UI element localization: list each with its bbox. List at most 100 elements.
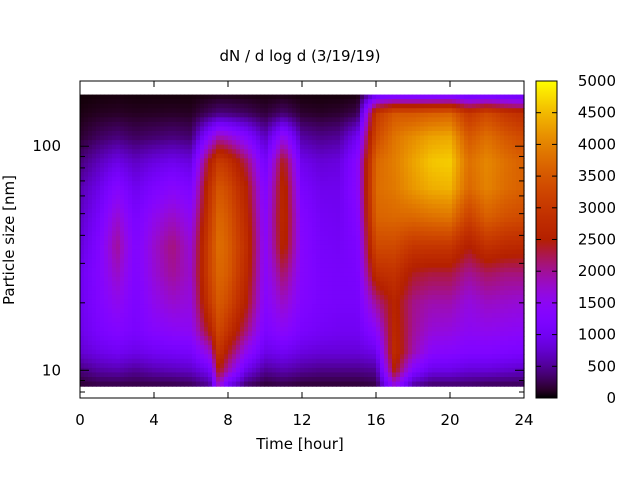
heatmap-cell bbox=[336, 235, 341, 241]
heatmap-cell bbox=[292, 290, 297, 296]
heatmap-cell bbox=[336, 153, 341, 159]
heatmap-cell bbox=[208, 340, 213, 346]
heatmap-cell bbox=[212, 294, 217, 301]
heatmap-cell bbox=[288, 244, 293, 251]
heatmap-cell bbox=[344, 121, 349, 128]
heatmap-cell bbox=[300, 240, 305, 246]
heatmap-cell bbox=[156, 290, 161, 296]
heatmap-cell bbox=[204, 235, 209, 241]
heatmap-cell bbox=[332, 335, 337, 342]
heatmap-cell bbox=[372, 281, 377, 287]
heatmap-cell bbox=[304, 272, 309, 278]
heatmap-cell bbox=[188, 112, 193, 118]
heatmap-cell bbox=[152, 172, 157, 178]
heatmap-cell bbox=[296, 254, 301, 260]
heatmap-cell bbox=[240, 304, 245, 310]
heatmap-cell bbox=[96, 121, 101, 128]
heatmap-cell bbox=[276, 172, 281, 178]
heatmap-cell bbox=[296, 349, 301, 355]
heatmap-cell bbox=[240, 313, 245, 319]
heatmap-cell bbox=[144, 308, 149, 314]
heatmap-cell bbox=[112, 217, 117, 223]
heatmap-cell bbox=[80, 117, 85, 123]
heatmap-cell bbox=[276, 267, 281, 273]
heatmap-cell bbox=[248, 235, 253, 241]
heatmap-cell bbox=[208, 94, 213, 100]
heatmap-cell bbox=[128, 172, 133, 178]
heatmap-cell bbox=[172, 299, 177, 305]
heatmap-cell bbox=[368, 308, 373, 314]
heatmap-cell bbox=[144, 235, 149, 241]
heatmap-cell bbox=[184, 94, 189, 100]
heatmap-cell bbox=[84, 294, 89, 301]
heatmap-cell bbox=[156, 112, 161, 118]
heatmap-cell bbox=[80, 263, 85, 269]
heatmap-cell bbox=[188, 340, 193, 346]
heatmap-cell bbox=[388, 244, 393, 251]
heatmap-cell bbox=[132, 335, 137, 342]
heatmap-cell bbox=[80, 190, 85, 196]
heatmap-cell bbox=[160, 354, 165, 360]
heatmap-cell bbox=[252, 340, 257, 346]
heatmap-cell bbox=[228, 335, 233, 342]
heatmap-cell bbox=[356, 217, 361, 223]
heatmap-cell bbox=[252, 126, 257, 132]
heatmap-cell bbox=[328, 308, 333, 314]
heatmap-cell bbox=[332, 258, 337, 264]
heatmap-cell bbox=[316, 294, 321, 301]
heatmap-cell bbox=[208, 304, 213, 310]
heatmap-cell bbox=[104, 231, 109, 237]
heatmap-cell bbox=[364, 308, 369, 314]
heatmap-cell bbox=[188, 167, 193, 173]
heatmap-cell bbox=[220, 304, 225, 310]
heatmap-cell bbox=[384, 345, 389, 351]
heatmap-cell bbox=[292, 108, 297, 114]
heatmap-cell bbox=[196, 112, 201, 118]
heatmap-cell bbox=[300, 162, 305, 169]
heatmap-cell bbox=[288, 313, 293, 319]
heatmap-cell bbox=[348, 276, 353, 282]
heatmap-cell bbox=[340, 263, 345, 269]
heatmap-cell bbox=[240, 153, 245, 159]
heatmap-cell bbox=[332, 326, 337, 333]
heatmap-cell bbox=[148, 231, 153, 237]
heatmap-cell bbox=[308, 162, 313, 169]
heatmap-cell bbox=[108, 263, 113, 269]
heatmap-cell bbox=[184, 231, 189, 237]
heatmap-cell bbox=[260, 263, 265, 269]
heatmap-cell bbox=[256, 126, 261, 132]
heatmap-cell bbox=[240, 263, 245, 269]
heatmap-cell bbox=[332, 176, 337, 182]
heatmap-cell bbox=[232, 313, 237, 319]
heatmap-cell bbox=[272, 190, 277, 196]
heatmap-cell bbox=[384, 190, 389, 196]
heatmap-cell bbox=[384, 281, 389, 287]
heatmap-cell bbox=[224, 194, 229, 200]
heatmap-cell bbox=[380, 372, 385, 378]
heatmap-cell bbox=[188, 235, 193, 241]
heatmap-cell bbox=[288, 199, 293, 205]
heatmap-cell bbox=[84, 199, 89, 205]
heatmap-cell bbox=[144, 94, 149, 100]
heatmap-cell bbox=[100, 304, 105, 310]
heatmap-cell bbox=[296, 367, 301, 374]
heatmap-cell bbox=[192, 222, 197, 228]
heatmap-cell bbox=[272, 121, 277, 128]
heatmap-cell bbox=[236, 267, 241, 273]
heatmap-cell bbox=[380, 121, 385, 128]
heatmap-cell bbox=[312, 381, 317, 387]
heatmap-cell bbox=[224, 172, 229, 178]
heatmap-cell bbox=[120, 126, 125, 132]
heatmap-cell bbox=[104, 117, 109, 123]
heatmap-cell bbox=[316, 162, 321, 169]
heatmap-cell bbox=[208, 367, 213, 374]
heatmap-cell bbox=[272, 263, 277, 269]
heatmap-cell bbox=[224, 281, 229, 287]
heatmap-cell bbox=[344, 235, 349, 241]
heatmap-cell bbox=[336, 121, 341, 128]
heatmap-cell bbox=[224, 199, 229, 205]
heatmap-cell bbox=[308, 131, 313, 137]
heatmap-cell bbox=[140, 158, 145, 164]
heatmap-cell bbox=[252, 217, 257, 223]
heatmap-cell bbox=[232, 203, 237, 210]
